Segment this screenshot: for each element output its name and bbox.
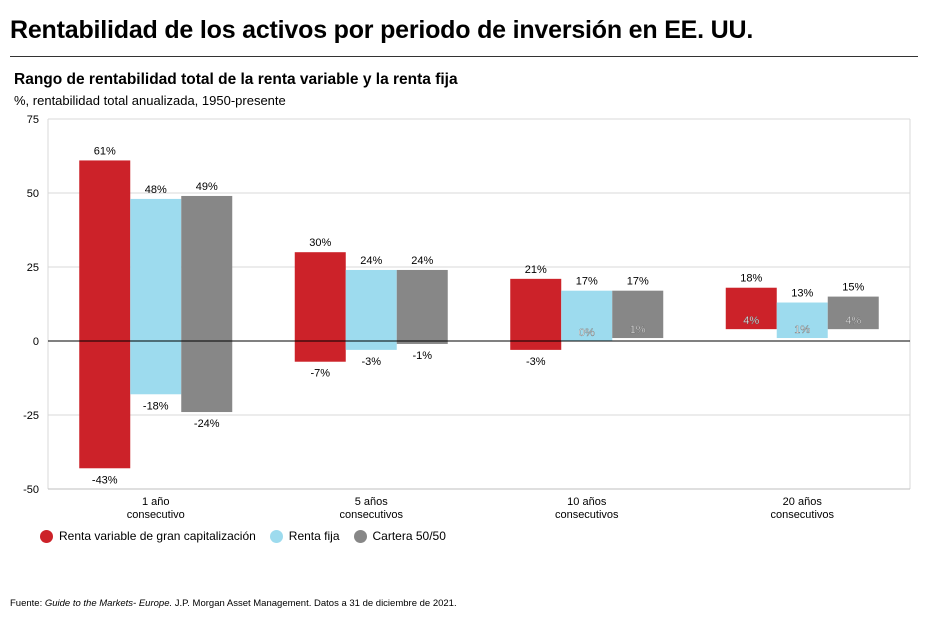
- bar-portfolio: [181, 195, 233, 413]
- data-label-min: 1%: [630, 324, 646, 336]
- bar-bonds: [345, 269, 397, 350]
- data-label-min: -3%: [361, 356, 381, 368]
- data-label-max: 49%: [196, 181, 218, 193]
- bar-bonds: [130, 198, 182, 395]
- data-label-min: 0%: [579, 327, 595, 339]
- source-publication: Guide to the Markets- Europe.: [44, 598, 173, 609]
- data-label-min: 4%: [743, 315, 759, 327]
- data-label-max: 61%: [94, 145, 116, 157]
- source-details: J.P. Morgan Asset Management. Datos a 31…: [172, 598, 457, 609]
- chart-subtitle: %, rentabilidad total anualizada, 1950-p…: [14, 93, 286, 108]
- y-tick-label: 50: [27, 188, 39, 200]
- page-title: Rentabilidad de los activos por periodo …: [10, 16, 754, 44]
- data-label-min: 4%: [845, 315, 861, 327]
- title-divider: [10, 56, 918, 57]
- legend-swatch-bonds: [269, 529, 283, 543]
- legend-item-bonds: Renta fija: [269, 529, 340, 543]
- data-label-min: -3%: [526, 356, 546, 368]
- x-category-label: 20 años: [783, 496, 823, 508]
- source-prefix: Fuente:: [10, 598, 45, 609]
- data-label-max: 18%: [740, 273, 762, 285]
- data-label-max: 15%: [842, 282, 864, 294]
- data-label-min: -43%: [92, 474, 118, 486]
- x-category-label: 10 años: [567, 496, 607, 508]
- legend-swatch-portfolio: [353, 529, 367, 543]
- chart-legend: Renta variable de gran capitalización Re…: [40, 529, 460, 543]
- x-category-label: consecutivos: [770, 509, 834, 521]
- legend-item-portfolio: Cartera 50/50: [353, 529, 446, 543]
- x-category-label: 1 año: [142, 496, 170, 508]
- data-label-max: 21%: [525, 264, 547, 276]
- bar-equity: [510, 278, 562, 350]
- legend-label-bonds: Renta fija: [288, 529, 340, 543]
- y-tick-label: 75: [27, 114, 39, 126]
- chart-title: Rango de rentabilidad total de la renta …: [14, 71, 458, 88]
- source-note: Fuente: Guide to the Markets- Europe. J.…: [10, 598, 457, 609]
- x-category-label: consecutivos: [555, 509, 619, 521]
- y-tick-label: 25: [27, 262, 39, 274]
- bar-bonds: [561, 290, 613, 341]
- data-label-max: 24%: [360, 255, 382, 267]
- y-tick-label: 0: [33, 336, 39, 348]
- legend-label-portfolio: Cartera 50/50: [372, 529, 446, 543]
- data-label-max: 17%: [627, 276, 649, 288]
- y-tick-label: -50: [23, 484, 39, 496]
- y-tick-label: -25: [23, 410, 39, 422]
- data-label-max: 24%: [411, 255, 433, 267]
- data-label-max: 13%: [791, 288, 813, 300]
- bar-bonds: [776, 302, 828, 339]
- bar-equity: [79, 160, 131, 469]
- legend-label-equity: Renta variable de gran capitalización: [59, 529, 256, 543]
- data-label-min: -24%: [194, 418, 220, 430]
- legend-swatch-equity: [40, 529, 53, 543]
- data-label-max: 30%: [309, 237, 331, 249]
- data-label-max: 17%: [576, 276, 598, 288]
- data-label-max: 48%: [145, 184, 167, 196]
- data-label-min: 1%: [794, 324, 810, 336]
- data-label-min: -7%: [310, 368, 330, 380]
- bar-portfolio: [612, 290, 664, 339]
- legend-item-equity: Renta variable de gran capitalización: [40, 529, 256, 543]
- bar-portfolio: [827, 296, 879, 330]
- bar-equity: [294, 252, 346, 362]
- x-category-label: consecutivos: [339, 509, 403, 521]
- x-category-label: 5 años: [355, 496, 389, 508]
- data-label-min: -18%: [143, 400, 169, 412]
- data-label-min: -1%: [412, 350, 432, 362]
- bar-equity: [725, 287, 777, 330]
- bar-portfolio: [396, 269, 448, 344]
- x-category-label: consecutivo: [127, 509, 185, 521]
